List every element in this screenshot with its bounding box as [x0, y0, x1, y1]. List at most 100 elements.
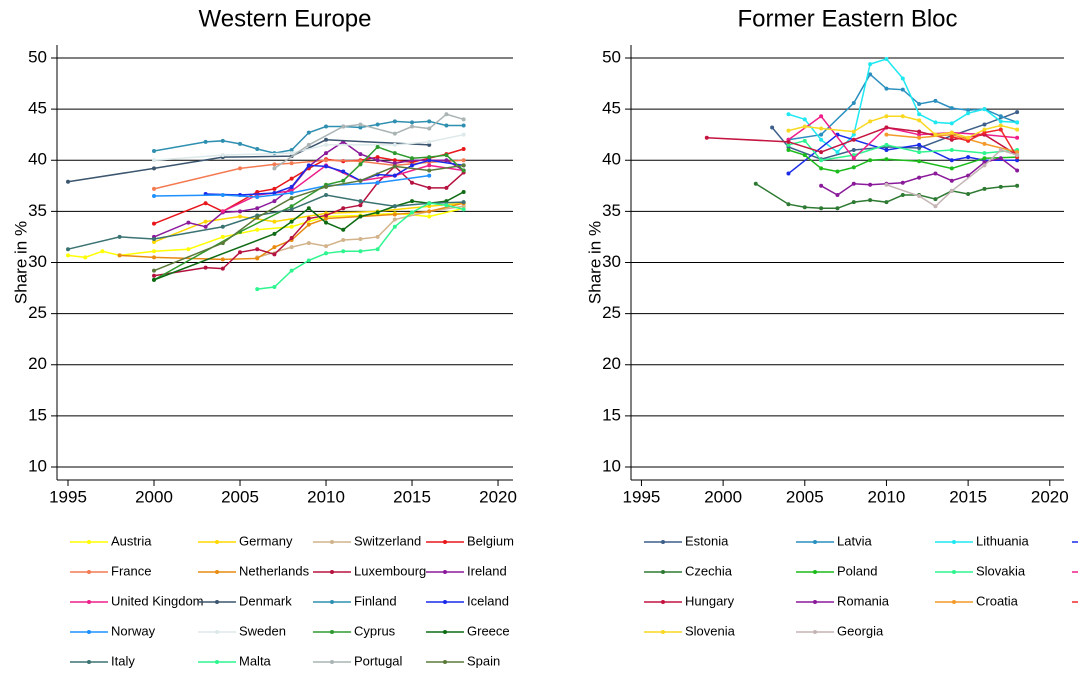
data-point — [949, 188, 954, 193]
x-tick-label: 2020 — [479, 487, 517, 506]
data-point — [358, 125, 363, 130]
legend-marker — [952, 600, 956, 604]
data-point — [966, 135, 971, 140]
chart-title: Western Europe — [199, 5, 372, 32]
data-point — [802, 117, 807, 122]
y-tick-label: 50 — [28, 47, 47, 66]
series-line — [153, 140, 465, 238]
legend-label: Greece — [467, 623, 510, 638]
legend-label: Lithuania — [976, 533, 1030, 548]
data-point — [324, 124, 329, 129]
data-point — [186, 247, 191, 252]
legend-marker — [661, 630, 665, 634]
legend-label: Czechia — [685, 563, 733, 578]
data-point — [427, 158, 432, 163]
data-point — [819, 114, 824, 119]
legend-marker — [87, 600, 91, 604]
data-point — [982, 156, 987, 161]
data-point — [835, 206, 840, 211]
x-tick-label: 2020 — [1031, 487, 1069, 506]
data-point — [444, 112, 449, 117]
data-point — [802, 124, 807, 129]
data-point — [868, 119, 873, 124]
data-point — [272, 231, 277, 236]
data-point — [917, 135, 922, 140]
y-axis-label: Share in % — [11, 221, 30, 304]
data-point — [341, 206, 346, 211]
legend-label: Netherlands — [239, 563, 310, 578]
data-point — [900, 114, 905, 119]
data-point — [802, 138, 807, 143]
legend-label: Georgia — [837, 623, 884, 638]
data-point — [949, 106, 954, 111]
data-point — [982, 107, 987, 112]
data-point — [255, 287, 260, 292]
data-point — [272, 190, 277, 195]
data-point — [427, 139, 432, 144]
legend-marker — [87, 660, 91, 664]
data-point — [392, 217, 397, 222]
data-point — [427, 119, 432, 124]
data-point — [966, 138, 971, 143]
data-point — [917, 175, 922, 180]
legend-label: Denmark — [239, 593, 292, 608]
data-point — [255, 206, 260, 211]
legend-label: Slovakia — [976, 563, 1026, 578]
data-point — [966, 155, 971, 160]
data-point — [1015, 110, 1020, 115]
data-point — [255, 195, 260, 200]
data-point — [238, 209, 243, 214]
data-point — [884, 86, 889, 91]
data-point — [966, 191, 971, 196]
data-point — [461, 146, 466, 151]
legend-label: Malta — [239, 653, 272, 668]
data-point — [341, 178, 346, 183]
data-point — [410, 199, 415, 204]
legend-marker — [952, 540, 956, 544]
data-point — [375, 155, 380, 160]
data-point — [786, 142, 791, 147]
data-point — [324, 244, 329, 249]
data-point — [272, 219, 277, 224]
data-point — [306, 142, 311, 147]
legend-marker — [443, 660, 447, 664]
legend-label: France — [111, 563, 151, 578]
legend-marker — [215, 570, 219, 574]
data-point — [289, 161, 294, 166]
data-point — [152, 186, 157, 191]
legend-marker — [661, 570, 665, 574]
data-point — [917, 145, 922, 150]
data-point — [917, 159, 922, 164]
data-point — [982, 186, 987, 191]
data-point — [835, 169, 840, 174]
data-point — [358, 178, 363, 183]
legend-label: Switzerland — [354, 533, 421, 548]
data-point — [358, 152, 363, 157]
data-point — [966, 111, 971, 116]
data-point — [220, 257, 225, 262]
data-point — [289, 235, 294, 240]
data-point — [341, 169, 346, 174]
data-point — [819, 183, 824, 188]
data-point — [220, 138, 225, 143]
data-point — [152, 194, 157, 199]
data-point — [410, 180, 415, 185]
data-point — [410, 124, 415, 129]
data-point — [410, 163, 415, 168]
data-point — [324, 158, 329, 163]
series-line — [788, 115, 1018, 139]
data-point — [444, 203, 449, 208]
legend-marker — [813, 540, 817, 544]
data-point — [868, 182, 873, 187]
data-point — [461, 158, 466, 163]
data-point — [884, 182, 889, 187]
y-tick-label: 15 — [602, 405, 621, 424]
data-point — [238, 214, 243, 219]
data-point — [117, 253, 122, 258]
data-point — [819, 137, 824, 142]
data-point — [884, 114, 889, 119]
data-point — [900, 87, 905, 92]
data-point — [306, 163, 311, 168]
data-point — [1015, 135, 1020, 140]
